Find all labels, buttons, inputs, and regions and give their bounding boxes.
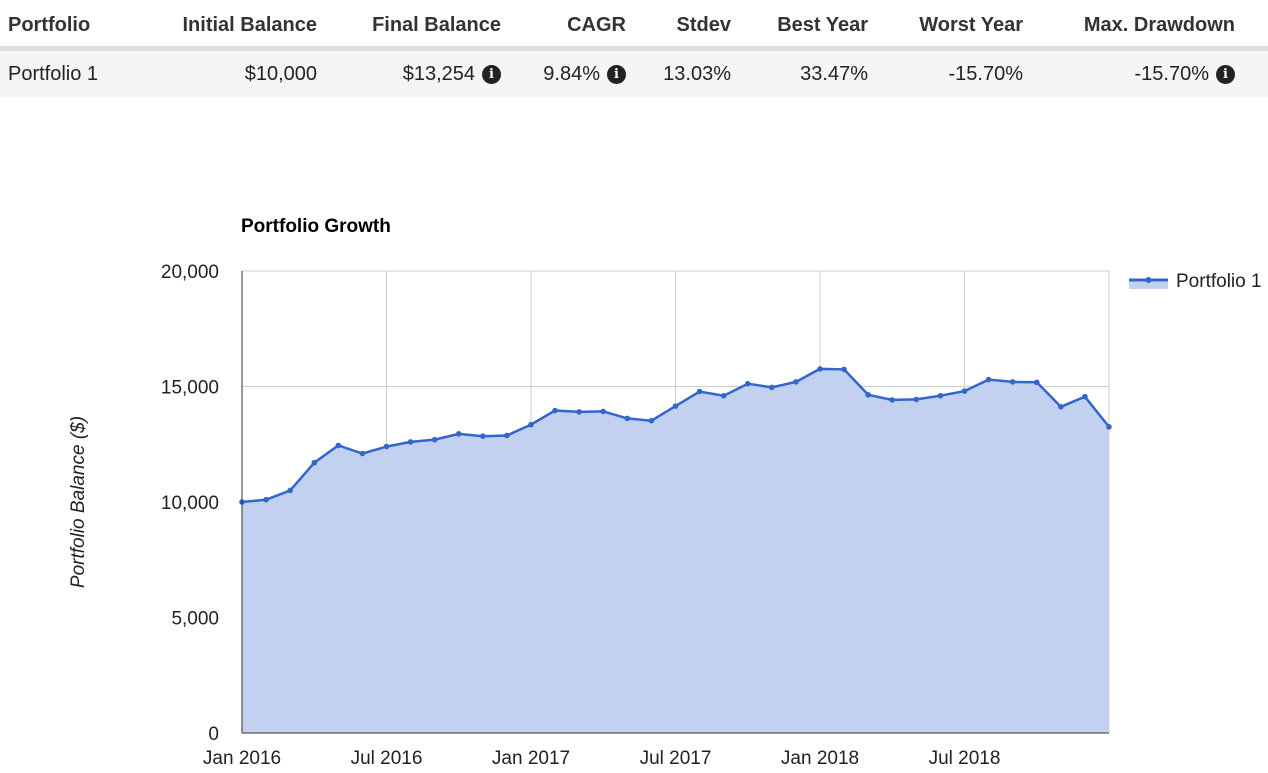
- chart-title: Portfolio Growth: [241, 216, 391, 237]
- info-circle-icon[interactable]: i: [1216, 65, 1235, 84]
- data-point: [720, 392, 727, 399]
- data-point: [528, 421, 534, 428]
- cell-initial-balance: $10,000: [244, 63, 317, 85]
- data-point: [600, 408, 607, 415]
- data-point: [407, 439, 414, 445]
- header-best-year[interactable]: Best Year: [777, 14, 868, 36]
- info-circle-icon[interactable]: i: [607, 65, 626, 84]
- data-point: [696, 388, 703, 395]
- x-tick-label: Jul 2018: [929, 748, 1001, 769]
- cell-portfolio-name: Portfolio 1: [8, 63, 99, 85]
- data-point: [552, 407, 558, 414]
- header-cagr[interactable]: CAGR: [567, 14, 626, 36]
- legend-label: Portfolio 1: [1176, 271, 1262, 292]
- header-max-drawdown[interactable]: Max. Drawdown: [1083, 14, 1235, 36]
- cell-cagr: 9.84% i: [543, 51, 626, 97]
- data-point: [263, 496, 269, 503]
- info-circle-icon[interactable]: i: [482, 65, 501, 84]
- data-point: [311, 459, 318, 466]
- data-point: [455, 431, 462, 437]
- table-header-row: Portfolio Initial Balance Final Balance …: [0, 0, 1268, 51]
- header-portfolio[interactable]: Portfolio: [8, 14, 91, 36]
- data-point: [985, 376, 992, 383]
- cell-stdev: 13.03%: [663, 63, 731, 85]
- data-point: [793, 379, 799, 385]
- cell-max-drawdown: -15.70% i: [1134, 51, 1235, 97]
- x-tick-label: Jan 2016: [203, 748, 281, 769]
- data-point: [1106, 424, 1112, 430]
- summary-table: Portfolio Initial Balance Final Balance …: [0, 0, 1268, 97]
- x-axis-ticks: Jan 2016 Jul 2016 Jan 2017 Jul 2017 Jan 2018…: [203, 748, 1001, 769]
- data-point: [648, 417, 655, 424]
- header-final-balance[interactable]: Final Balance: [372, 14, 501, 36]
- data-point: [1082, 393, 1088, 400]
- data-point: [937, 392, 944, 399]
- series-area-fill: [242, 368, 1109, 733]
- data-point: [889, 397, 896, 403]
- cagr-value: 9.84%: [543, 63, 600, 85]
- data-point: [383, 443, 390, 450]
- y-tick-label: 10,000: [161, 493, 219, 514]
- x-tick-label: Jan 2018: [781, 748, 859, 769]
- y-tick-label: 5,000: [171, 609, 219, 630]
- legend-swatch: [1129, 279, 1168, 289]
- data-point: [431, 436, 438, 443]
- y-tick-label: 15,000: [161, 378, 219, 399]
- data-point: [817, 366, 823, 372]
- max-drawdown-value: -15.70%: [1134, 63, 1210, 85]
- cell-worst-year: -15.70%: [948, 63, 1024, 85]
- data-point: [961, 388, 968, 394]
- data-point: [335, 442, 342, 449]
- data-point: [287, 487, 293, 494]
- data-point: [913, 396, 920, 403]
- x-tick-label: Jul 2017: [640, 748, 712, 769]
- y-tick-label: 20,000: [161, 262, 219, 283]
- cell-best-year: 33.47%: [800, 63, 868, 85]
- header-stdev[interactable]: Stdev: [676, 14, 731, 36]
- header-worst-year[interactable]: Worst Year: [919, 14, 1023, 36]
- legend-marker: [1145, 277, 1152, 283]
- cell-final-balance: $13,254 i: [403, 51, 501, 97]
- chart-series-area: [239, 366, 1112, 733]
- data-point: [624, 415, 631, 422]
- data-point: [769, 384, 775, 391]
- final-balance-value: $13,254: [402, 63, 475, 85]
- chart-legend[interactable]: Portfolio 1: [1129, 271, 1262, 292]
- data-point: [865, 392, 871, 398]
- data-point: [1009, 379, 1016, 385]
- y-axis-ticks: 0 5,000 10,000 15,000 20,000: [161, 262, 219, 745]
- chart-axes: [241, 271, 1109, 734]
- data-point: [841, 366, 847, 373]
- data-point: [504, 432, 510, 439]
- y-tick-label: 0: [208, 724, 219, 745]
- table-row: Portfolio 1 $10,000 $13,254 i 9.84% i 13.0…: [0, 51, 1268, 97]
- x-tick-label: Jan 2017: [492, 748, 570, 769]
- data-point: [480, 433, 486, 439]
- x-tick-label: Jul 2016: [351, 748, 423, 769]
- header-initial-balance[interactable]: Initial Balance: [182, 14, 318, 36]
- data-point: [1033, 379, 1040, 386]
- data-point: [672, 403, 679, 409]
- data-point: [359, 450, 366, 457]
- data-point: [744, 380, 751, 387]
- data-point: [1058, 404, 1064, 410]
- y-axis-label: Portfolio Balance ($): [68, 416, 89, 588]
- data-point: [576, 409, 582, 415]
